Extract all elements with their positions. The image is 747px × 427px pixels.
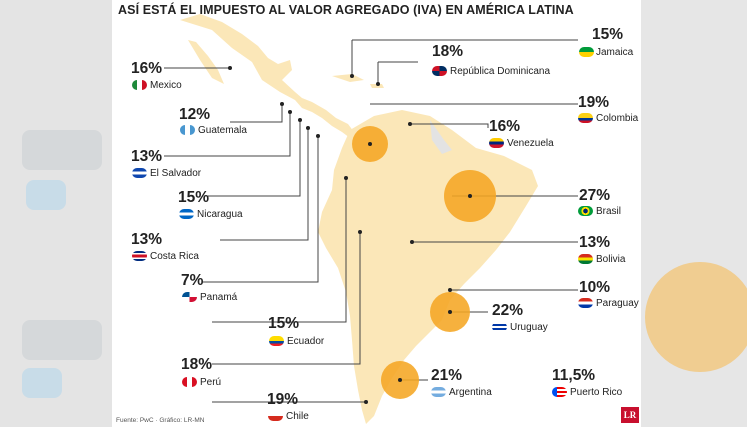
blurred-shape	[22, 320, 102, 360]
blurred-shape	[22, 130, 102, 170]
flag-colombia-icon	[578, 113, 593, 123]
background-right-blur	[641, 0, 747, 427]
flag-argentina-icon	[431, 387, 446, 397]
paraguay-vat: 10%	[579, 279, 611, 296]
flag-peru-icon	[182, 377, 197, 387]
jamaica-label: Jamaica	[596, 47, 634, 58]
el-salvador-vat: 13%	[131, 148, 163, 165]
bolivia-vat: 13%	[579, 234, 611, 251]
infographic-panel: ASÍ ESTÁ EL IMPUESTO AL VALOR AGREGADO (…	[112, 0, 641, 427]
uruguay-label: Uruguay	[510, 322, 548, 333]
flag-chile-icon	[268, 411, 283, 421]
blurred-shape	[22, 368, 62, 398]
colombia-label: Colombia	[596, 113, 639, 124]
blurred-circle	[645, 262, 747, 372]
guianas-region	[430, 120, 452, 154]
baja-california	[188, 40, 224, 84]
venezuela-label: Venezuela	[507, 138, 554, 149]
flag-dominican-republic-icon	[432, 66, 447, 76]
flag-el-salvador-icon	[132, 168, 147, 178]
south-america-landmass	[318, 110, 538, 424]
location-dots	[228, 66, 452, 404]
brasil-label: Brasil	[596, 206, 622, 217]
background-left-blur	[0, 0, 112, 427]
flag-nicaragua-icon	[179, 209, 194, 219]
flag-bolivia-icon	[578, 254, 593, 264]
guatemala-label: Guatemala	[198, 125, 247, 136]
venezuela-vat: 16%	[489, 118, 521, 135]
dominicana-vat: 18%	[432, 43, 464, 60]
panama-vat: 7%	[181, 272, 204, 289]
colombia-vat: 19%	[578, 94, 610, 111]
vat-bubbles	[352, 126, 496, 399]
uruguay-vat: 22%	[492, 302, 524, 319]
central-america-landmass	[180, 14, 354, 138]
flag-mexico-icon	[132, 80, 147, 90]
peru-label: Perú	[200, 377, 222, 388]
paraguay-label: Paraguay	[596, 298, 639, 309]
flag-costa-rica-icon	[132, 251, 147, 261]
flag-venezuela-icon	[489, 138, 504, 148]
puerto-rico-vat: 11,5%	[552, 367, 596, 384]
latin-america-map	[164, 14, 578, 424]
mexico-label: Mexico	[150, 80, 182, 91]
page-title: ASÍ ESTÁ EL IMPUESTO AL VALOR AGREGADO (…	[118, 3, 574, 17]
flag-brazil-icon	[578, 206, 593, 216]
flag-guatemala-icon	[180, 125, 195, 135]
costa-rica-vat: 13%	[131, 231, 163, 248]
brasil-vat: 27%	[579, 187, 611, 204]
lr-logo: LR	[621, 407, 639, 423]
flag-jamaica-icon	[579, 47, 594, 57]
leader-lines	[164, 39, 578, 403]
dominicana-label: República Dominicana	[450, 66, 551, 77]
argentina-label: Argentina	[449, 387, 492, 398]
costa-rica-label: Costa Rica	[150, 251, 199, 262]
guatemala-vat: 12%	[179, 106, 211, 123]
mexico-vat: 16%	[131, 60, 163, 77]
blurred-shape	[26, 180, 66, 210]
flag-ecuador-icon	[269, 336, 284, 346]
nicaragua-label: Nicaragua	[197, 209, 243, 220]
flag-puerto-rico-icon	[552, 387, 567, 397]
puerto-rico-label: Puerto Rico	[570, 387, 623, 398]
nicaragua-vat: 15%	[178, 189, 210, 206]
bolivia-label: Bolivia	[596, 254, 626, 265]
panama-label: Panamá	[200, 292, 238, 303]
flag-panama-icon	[182, 292, 197, 302]
ecuador-label: Ecuador	[287, 336, 325, 347]
chile-vat: 19%	[267, 391, 299, 408]
cuba-island	[332, 74, 364, 82]
el-salvador-label: El Salvador	[150, 168, 202, 179]
ecuador-vat: 15%	[268, 315, 300, 332]
hispaniola-island	[370, 84, 384, 88]
peru-vat: 18%	[181, 356, 213, 373]
flag-paraguay-icon	[578, 298, 593, 308]
chile-label: Chile	[286, 411, 309, 422]
flag-uruguay-icon	[492, 322, 507, 332]
argentina-vat: 21%	[431, 367, 463, 384]
jamaica-vat: 15%	[592, 26, 624, 43]
source-credit: Fuente: PwC · Gráfico: LR-MN	[116, 417, 205, 424]
